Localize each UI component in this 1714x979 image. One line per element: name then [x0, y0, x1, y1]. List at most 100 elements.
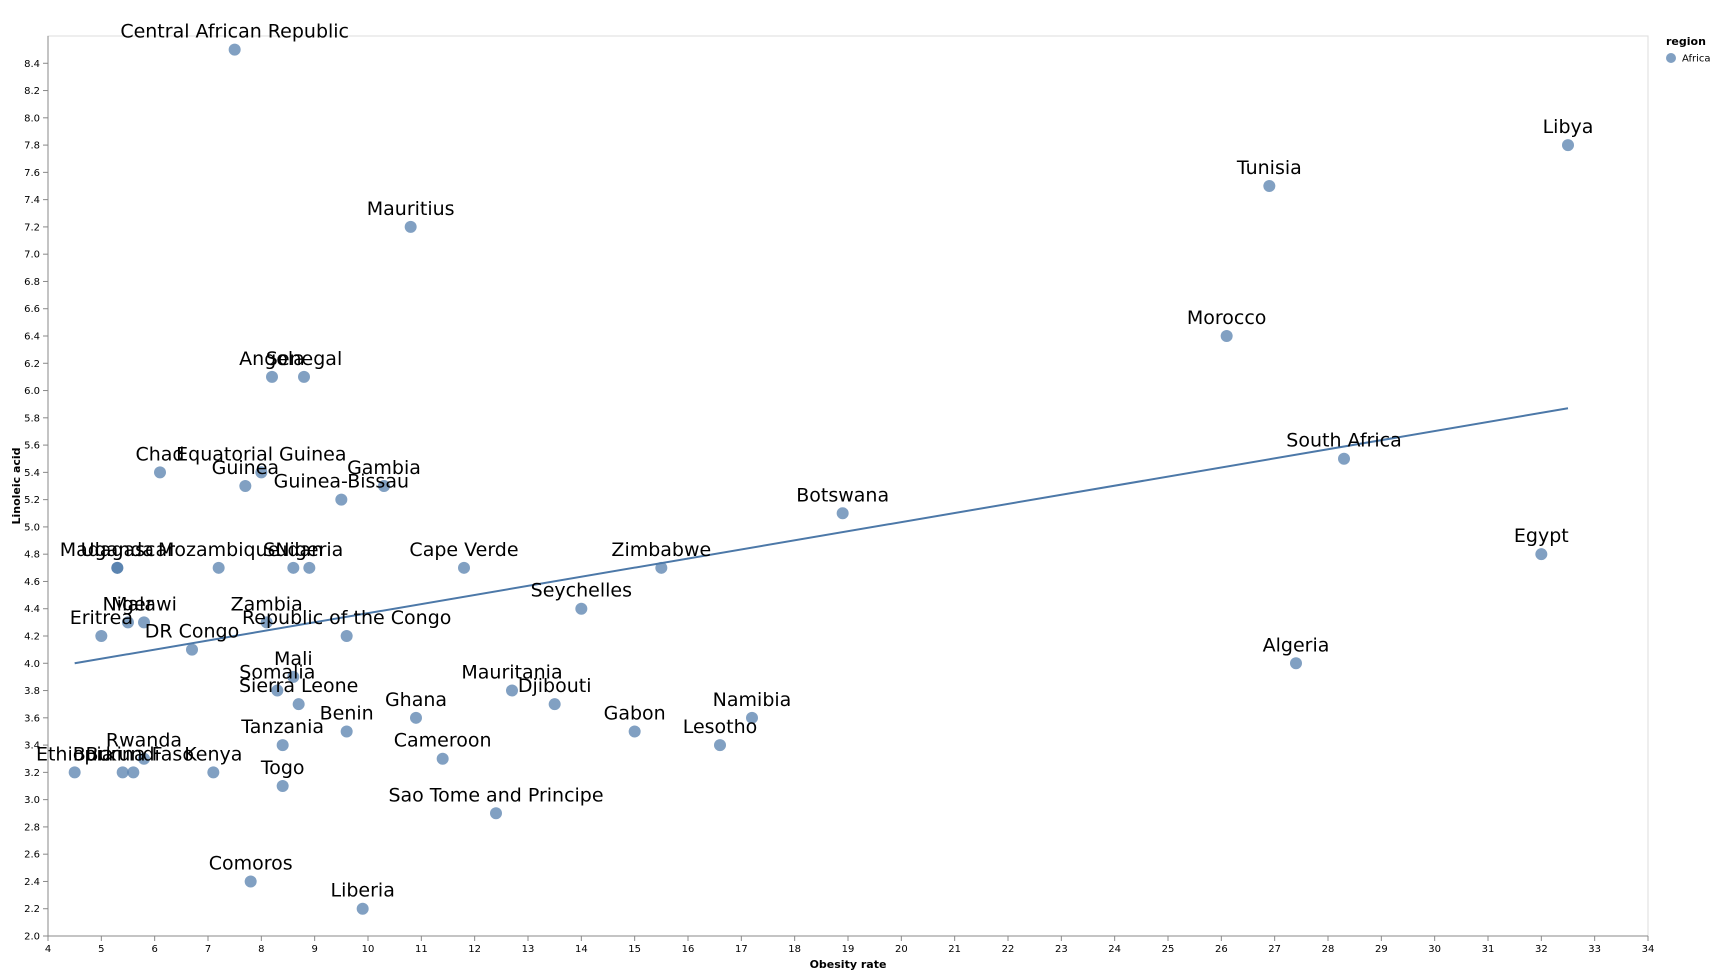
- data-point: [1535, 548, 1548, 561]
- point-label: Gabon: [604, 702, 666, 724]
- point-label: South Africa: [1286, 430, 1401, 452]
- y-tick-label: 4.6: [24, 577, 40, 588]
- point-label: Nigeria: [275, 539, 343, 561]
- data-point: [436, 752, 449, 765]
- point-label: Madagascar: [60, 539, 175, 561]
- data-point: [255, 466, 268, 479]
- data-point: [239, 480, 252, 492]
- data-point: [271, 684, 284, 697]
- y-tick-label: 2.0: [24, 932, 40, 943]
- y-tick-label: 4.2: [24, 632, 40, 643]
- legend-title: region: [1666, 35, 1706, 48]
- x-tick-label: 30: [1428, 944, 1441, 955]
- y-tick-label: 8.4: [24, 59, 40, 70]
- data-point: [303, 561, 316, 574]
- data-point: [116, 766, 129, 779]
- x-tick-label: 12: [468, 944, 481, 955]
- data-point: [111, 561, 124, 574]
- point-label: Somalia: [239, 662, 315, 684]
- y-tick-label: 5.8: [24, 413, 40, 424]
- point-label: Comoros: [209, 852, 293, 874]
- y-tick-label: 2.8: [24, 822, 40, 833]
- point-label: Niger: [102, 593, 153, 615]
- point-label: Seychelles: [531, 580, 632, 602]
- y-tick-label: 5.0: [24, 522, 40, 533]
- point-label: Mauritania: [461, 662, 562, 684]
- data-point: [207, 766, 220, 779]
- data-point: [458, 561, 470, 574]
- y-tick-label: 4.8: [24, 550, 40, 561]
- y-tick-label: 7.0: [24, 250, 40, 261]
- data-point: [714, 739, 726, 752]
- point-label: Mozambique: [158, 539, 279, 561]
- point-label: Cameroon: [394, 730, 492, 752]
- x-tick-label: 19: [842, 944, 855, 955]
- data-point: [655, 561, 668, 574]
- data-point: [836, 507, 849, 520]
- x-tick-label: 34: [1642, 944, 1655, 955]
- point-label: Zambia: [231, 593, 303, 615]
- point-label: Chad: [135, 443, 184, 465]
- point-label: Lesotho: [683, 716, 758, 738]
- x-tick-label: 20: [895, 944, 908, 955]
- data-point: [1290, 657, 1302, 670]
- y-tick-label: 8.0: [24, 113, 40, 124]
- point-label: Republic of the Congo: [242, 607, 451, 629]
- y-tick-label: 2.6: [24, 850, 40, 861]
- x-tick-label: 8: [258, 944, 264, 955]
- y-tick-label: 3.8: [24, 686, 40, 697]
- y-tick-label: 7.6: [24, 168, 40, 179]
- y-axis-title: Linoleic acid: [10, 447, 23, 524]
- x-tick-label: 32: [1535, 944, 1548, 955]
- y-tick-label: 5.6: [24, 441, 40, 452]
- data-point: [276, 739, 289, 752]
- point-label: Central African Republic: [120, 21, 349, 43]
- y-tick-label: 5.2: [24, 495, 40, 506]
- y-tick-label: 3.0: [24, 795, 40, 806]
- data-point: [746, 711, 758, 724]
- data-point: [1562, 139, 1574, 152]
- data-point: [1263, 180, 1276, 192]
- data-point: [276, 780, 289, 792]
- point-label: Rwanda: [106, 730, 182, 752]
- x-tick-label: 16: [682, 944, 695, 955]
- point-label: Equatorial Guinea: [176, 443, 346, 465]
- data-point: [244, 875, 257, 888]
- x-axis-title: Obesity rate: [810, 958, 887, 971]
- point-label: Ghana: [385, 689, 447, 711]
- point-label: Guinea-Bissau: [274, 471, 409, 493]
- data-point: [266, 370, 278, 383]
- data-point: [1338, 452, 1350, 465]
- point-label: Malawi: [111, 593, 177, 615]
- data-point: [410, 711, 422, 724]
- x-axis: 4 5 6 7 8 9 10 11 12 13 14 15 16 17 18 19 20 21 22 23 24 25 26…: [45, 935, 1655, 955]
- data-point: [138, 752, 150, 765]
- data-point: [298, 370, 310, 383]
- y-tick-label: 7.4: [24, 195, 40, 206]
- x-tick-label: 33: [1588, 944, 1601, 955]
- data-point: [356, 902, 369, 915]
- x-tick-label: 28: [1322, 944, 1335, 955]
- x-tick-label: 24: [1108, 944, 1121, 955]
- data-point: [127, 766, 140, 779]
- x-tick-label: 9: [311, 944, 317, 955]
- y-tick-label: 4.4: [24, 604, 40, 615]
- point-label: Mauritius: [367, 198, 455, 220]
- data-point: [340, 725, 353, 738]
- y-axis: 2.0 2.2 2.4 2.6 2.8 3.0 3.2 3.4 3.6 3.8 4.0 4.2 4.4 4…: [24, 36, 49, 943]
- point-label: Togo: [260, 757, 305, 779]
- x-tick-label: 26: [1215, 944, 1228, 955]
- y-tick-label: 2.4: [24, 877, 40, 888]
- x-tick-label: 27: [1268, 944, 1281, 955]
- y-tick-label: 6.8: [24, 277, 40, 288]
- point-label: Egypt: [1514, 525, 1569, 547]
- point-label: Morocco: [1187, 307, 1267, 329]
- point-label: DR Congo: [145, 621, 240, 643]
- y-tick-label: 2.2: [24, 904, 40, 915]
- data-point: [1220, 330, 1233, 342]
- trendline: [74, 407, 1569, 665]
- point-label: Uganda: [81, 539, 154, 561]
- point-label: Liberia: [330, 880, 394, 902]
- data-point: [628, 725, 641, 738]
- point-label: Burkina Faso: [73, 743, 194, 765]
